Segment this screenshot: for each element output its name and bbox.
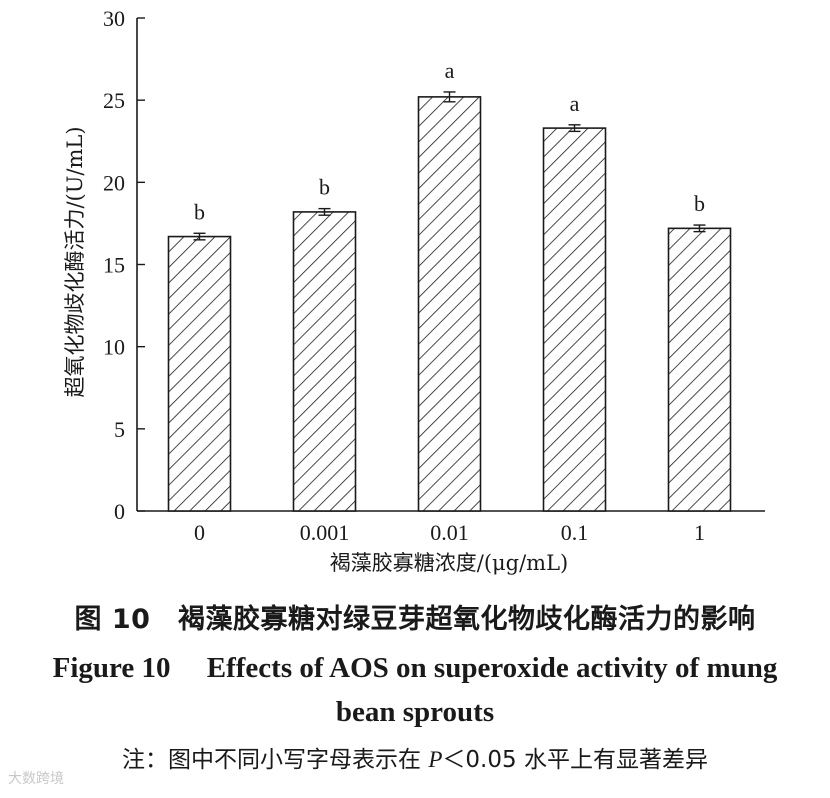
x-tick-label: 0 xyxy=(194,520,205,545)
note-p-symbol: P xyxy=(428,747,443,772)
bar xyxy=(167,235,232,512)
y-axis-title: 超氧化物歧化酶活力/(U/mL) xyxy=(63,126,87,397)
x-tick-label: 0.01 xyxy=(430,520,469,545)
watermark-logo: 大数跨境 xyxy=(8,771,64,787)
y-tick-label: 15 xyxy=(103,253,125,278)
significance-letter: b xyxy=(694,191,705,216)
bar xyxy=(417,96,482,512)
figure-caption-en-line1: Figure 10 Effects of AOS on superoxide a… xyxy=(52,652,778,684)
y-tick-label: 20 xyxy=(103,170,125,195)
bar-chart: 0 5 10 15 20 25 30 b 0 b 0.001 a 0.01 a 0.1 b 1 超氧化物歧化酶活… xyxy=(63,6,765,575)
x-tick-label: 0.1 xyxy=(561,520,589,545)
significance-letter: a xyxy=(570,91,580,116)
significance-letter: b xyxy=(194,199,205,224)
figure-caption-en-line2: bean sprouts xyxy=(335,696,495,728)
y-tick-label: 5 xyxy=(114,417,125,442)
y-tick-label: 25 xyxy=(103,88,125,113)
bar xyxy=(292,211,357,512)
bars xyxy=(167,91,732,512)
y-tick-label: 10 xyxy=(103,335,125,360)
bar xyxy=(542,127,607,512)
note-prefix: 注：图中不同小写字母表示在 xyxy=(122,747,429,773)
y-tick-label: 0 xyxy=(114,499,125,524)
figure-caption-en: Figure 10 Effects of AOS on superoxide a… xyxy=(0,646,830,734)
significance-letter: a xyxy=(445,58,455,83)
significance-letter: b xyxy=(319,175,330,200)
x-tick-label: 0.001 xyxy=(300,520,350,545)
y-tick-label: 30 xyxy=(103,6,125,31)
axis-labels: 0 5 10 15 20 25 30 b 0 b 0.001 a 0.01 a 0.1 b 1 xyxy=(103,6,705,545)
note-suffix: ＜0.05 水平上有显著差异 xyxy=(442,747,708,773)
figure-note: 注：图中不同小写字母表示在 P＜0.05 水平上有显著差异 xyxy=(0,740,830,774)
figure-caption-zh: 图 10 褐藻胶寡糖对绿豆芽超氧化物歧化酶活力的影响 xyxy=(74,604,756,635)
bar xyxy=(667,227,732,512)
x-tick-label: 1 xyxy=(694,520,705,545)
x-axis-title: 褐藻胶寡糖浓度/(μg/mL) xyxy=(330,551,569,575)
